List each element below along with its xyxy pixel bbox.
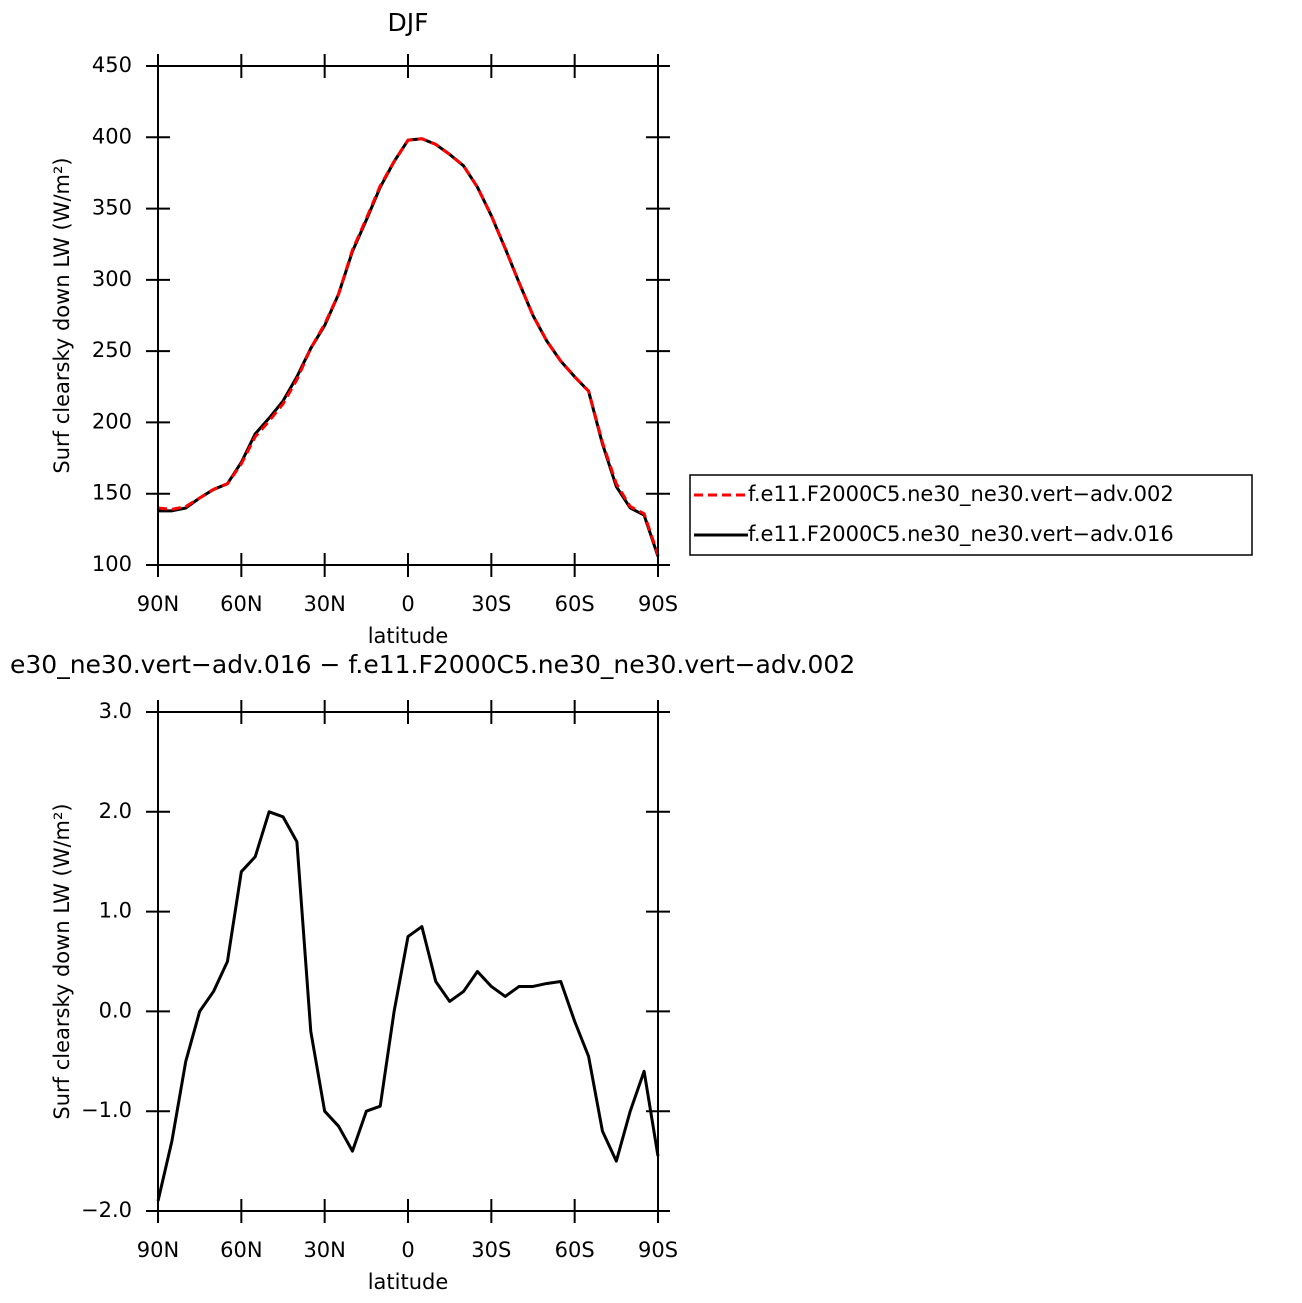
x-tick-label: 60N — [220, 592, 262, 616]
y-tick-label: 1.0 — [99, 899, 132, 923]
x-tick-label: 30S — [471, 592, 511, 616]
legend-label: f.e11.F2000C5.ne30_ne30.vert−adv.016 — [748, 522, 1174, 547]
x-tick-label: 0 — [401, 592, 414, 616]
x-tick-label: 90N — [137, 592, 179, 616]
chart-title: e30_ne30.vert−adv.016 − f.e11.F2000C5.ne… — [10, 650, 855, 679]
y-tick-label: −2.0 — [81, 1198, 132, 1222]
y-tick-label: 250 — [92, 338, 132, 362]
y-tick-label: 200 — [92, 409, 132, 433]
plot-frame — [157, 65, 659, 566]
y-tick-label: 350 — [92, 196, 132, 220]
y-tick-label: 2.0 — [99, 799, 132, 823]
x-tick-label: 30N — [303, 592, 345, 616]
x-axis-label: latitude — [368, 1270, 449, 1294]
y-tick-label: 300 — [92, 267, 132, 291]
legend-label: f.e11.F2000C5.ne30_ne30.vert−adv.002 — [748, 482, 1174, 507]
x-tick-label: 90S — [638, 1238, 678, 1262]
x-tick-label: 60S — [555, 1238, 595, 1262]
x-tick-label: 60N — [220, 1238, 262, 1262]
x-tick-label: 30N — [303, 1238, 345, 1262]
x-tick-label: 60S — [555, 592, 595, 616]
x-tick-label: 90S — [638, 592, 678, 616]
data-line — [157, 137, 660, 556]
y-tick-label: 400 — [92, 124, 132, 148]
y-tick-label: 100 — [92, 552, 132, 576]
x-tick-label: 0 — [401, 1238, 414, 1262]
y-axis-label: Surf clearsky down LW (W/m²) — [50, 803, 74, 1119]
data-line — [156, 810, 660, 1202]
plot-frame — [157, 711, 659, 1212]
y-tick-label: 450 — [92, 53, 132, 77]
y-axis-label: Surf clearsky down LW (W/m²) — [50, 157, 74, 473]
x-tick-label: 30S — [471, 1238, 511, 1262]
chart-title: DJF — [387, 8, 428, 37]
data-line — [158, 137, 660, 557]
y-tick-label: 3.0 — [99, 699, 132, 723]
y-tick-label: 0.0 — [99, 998, 132, 1022]
x-tick-label: 90N — [137, 1238, 179, 1262]
y-tick-label: −1.0 — [81, 1098, 132, 1122]
legend-box — [689, 474, 1253, 556]
x-axis-label: latitude — [368, 624, 449, 648]
y-tick-label: 150 — [92, 481, 132, 505]
